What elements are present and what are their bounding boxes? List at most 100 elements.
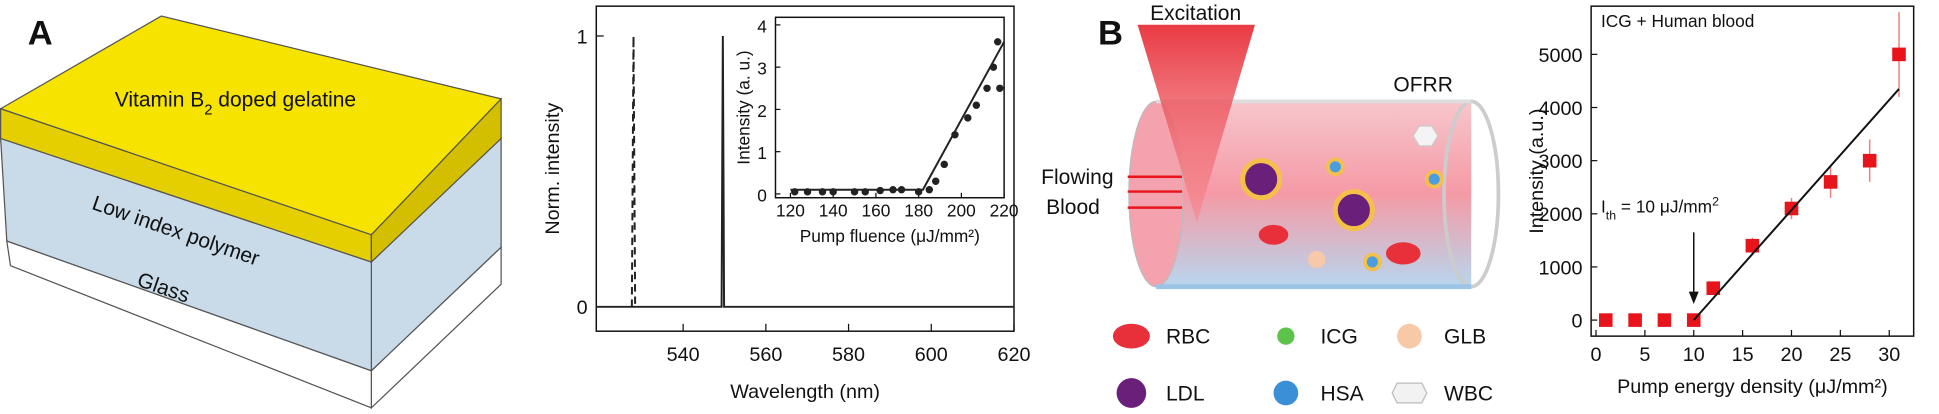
data-line xyxy=(630,35,637,307)
legend-label: HSA xyxy=(1320,382,1363,405)
threshold-sup: 2 xyxy=(1712,195,1719,209)
legend-icon xyxy=(1397,323,1422,349)
legend-icon xyxy=(1277,327,1295,345)
threshold-sub: th xyxy=(1606,209,1616,223)
data-point xyxy=(1657,313,1672,327)
hsa-particle xyxy=(1363,252,1382,272)
panel-a: A Vitamin B2 doped gelatine Low index po… xyxy=(0,14,503,410)
flow-arrows xyxy=(1127,175,1183,209)
legend-label: GLB xyxy=(1444,326,1486,349)
legend-label: WBC xyxy=(1444,382,1493,405)
chart: 120 140 160 180 200 220 0 1 2 3 4 Pump fluence (μJ/… xyxy=(734,16,1019,246)
rbc-particle xyxy=(1385,242,1421,265)
glb-particle xyxy=(1308,250,1326,269)
x-tick-label: 620 xyxy=(997,344,1030,366)
y-tick-label: 1000 xyxy=(1538,257,1582,279)
legend-label: LDL xyxy=(1166,382,1205,405)
y-tick-label: 0 xyxy=(1571,311,1582,333)
y-tick-label: 1 xyxy=(757,143,767,163)
y-tick-label: 1 xyxy=(577,26,588,48)
x-tick-label: 560 xyxy=(749,344,782,366)
x-tick-label: 540 xyxy=(667,344,700,366)
data-point xyxy=(972,101,981,109)
x-axis-label: Pump energy density (μJ/mm²) xyxy=(1617,376,1888,398)
data-point xyxy=(1823,175,1838,189)
plot-frame xyxy=(1590,5,1915,337)
ldl-particle xyxy=(1332,189,1375,232)
panel-label: B xyxy=(1098,14,1123,52)
data-line xyxy=(596,35,1014,308)
data-line xyxy=(790,41,1005,191)
y-tick-label: 2000 xyxy=(1538,204,1582,226)
y-axis-label: Intensity (a.u.) xyxy=(1526,109,1548,234)
y-axis-label: Intensity (a. u.) xyxy=(734,50,754,164)
y-tick-label: 4000 xyxy=(1538,98,1582,120)
x-tick-label: 5 xyxy=(1639,344,1650,366)
data-point xyxy=(1598,313,1613,327)
x-tick-label: 10 xyxy=(1683,344,1705,366)
legend-icon xyxy=(1273,380,1299,406)
data-point xyxy=(964,114,972,122)
x-tick-label: 200 xyxy=(947,200,976,220)
data-point xyxy=(1862,153,1877,168)
data-point xyxy=(1706,281,1721,296)
x-tick-label: 0 xyxy=(1591,344,1602,366)
x-tick-label: 180 xyxy=(904,200,933,220)
threshold-part: = 10 μJ/mm xyxy=(1616,197,1712,217)
legend: RBC ICG GLB LDL HSA WBC xyxy=(1112,323,1493,408)
flow-label: Flowing xyxy=(1041,166,1113,189)
flow-label: Blood xyxy=(1046,196,1100,219)
threshold-label: Ith = 10 μJ/mm2 xyxy=(1601,195,1719,223)
legend-icon xyxy=(1112,323,1150,349)
x-tick-label: 15 xyxy=(1732,344,1754,366)
y-tick-label: 0 xyxy=(757,185,767,205)
legend-icon xyxy=(1391,382,1428,404)
layer-label-part: doped gelatine xyxy=(212,88,356,111)
panel-b: B Excitation OFRR Flowing Blood RBC ICG GL… xyxy=(1041,2,1501,408)
ldl-particle xyxy=(1240,158,1283,201)
data-point xyxy=(1892,47,1906,62)
x-tick-label: 580 xyxy=(832,344,865,366)
y-tick-label: 0 xyxy=(577,297,588,319)
panel-label: A xyxy=(28,14,53,52)
layer-label: Vitamin B2 doped gelatine xyxy=(115,88,356,118)
x-tick-label: 120 xyxy=(776,200,805,220)
x-axis-label: Pump fluence (μJ/mm²) xyxy=(800,226,980,246)
legend-label: RBC xyxy=(1166,326,1210,349)
threshold-arrowhead xyxy=(1688,291,1699,305)
excitation-label: Excitation xyxy=(1150,2,1241,25)
data-point xyxy=(996,84,1004,92)
y-tick-label: 2 xyxy=(757,101,767,121)
x-tick-label: 30 xyxy=(1878,344,1900,366)
data-point xyxy=(932,177,940,185)
data-point xyxy=(1745,238,1760,253)
y-tick-label: 3 xyxy=(757,59,767,79)
plot-frame xyxy=(774,16,1005,199)
data-line xyxy=(1693,88,1900,321)
excitation-beam xyxy=(1137,24,1255,223)
ofrr-label: OFRR xyxy=(1393,73,1453,96)
hsa-particle xyxy=(1424,169,1444,189)
y-axis-label: Norm. intensity xyxy=(542,103,564,235)
threshold-part: I xyxy=(1601,197,1606,217)
x-tick-label: 600 xyxy=(915,344,948,366)
layer-label-sub: 2 xyxy=(204,102,212,118)
y-tick-label: 5000 xyxy=(1538,45,1582,67)
x-tick-label: 160 xyxy=(861,200,890,220)
chart: 0 5 10 15 20 25 30 0 1000 2000 3000 4000 5000 Pump en… xyxy=(1526,5,1915,398)
data-point xyxy=(1628,313,1642,327)
legend-icon xyxy=(1116,378,1147,408)
legend-label: ICG xyxy=(1320,326,1357,349)
data-point xyxy=(993,38,1002,46)
annotation: ICG + Human blood xyxy=(1601,11,1754,31)
x-axis-label: Wavelength (nm) xyxy=(730,381,880,403)
x-tick-label: 20 xyxy=(1780,344,1802,366)
gelatine-side xyxy=(370,97,502,264)
x-tick-label: 25 xyxy=(1829,344,1851,366)
hsa-particle xyxy=(1326,157,1345,177)
x-tick-label: 220 xyxy=(990,200,1019,220)
data-point xyxy=(983,84,991,92)
rbc-particle xyxy=(1258,224,1289,245)
